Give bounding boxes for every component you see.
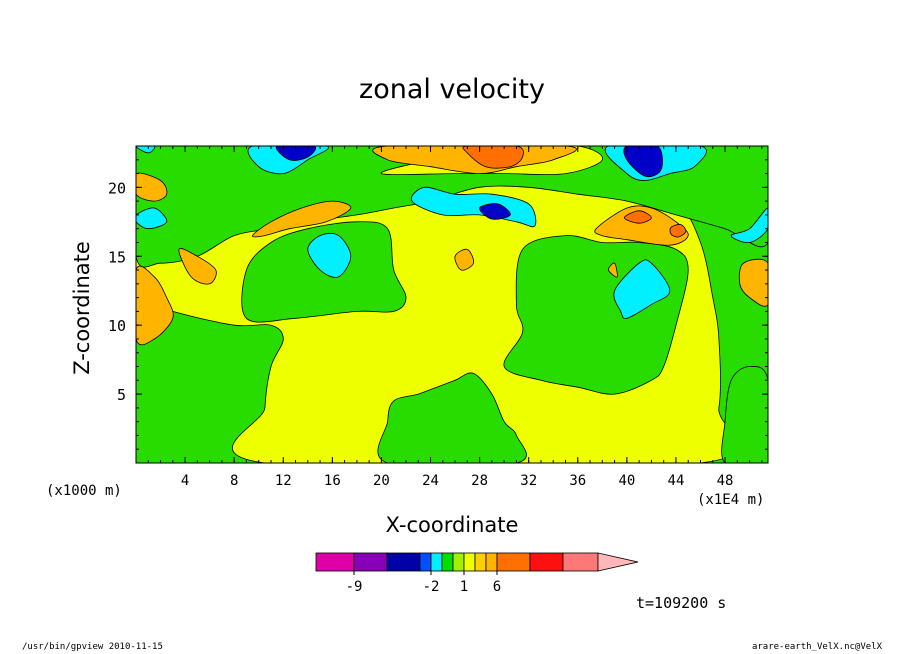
contour-region-negative [730,207,768,244]
contour-region-positive [136,265,174,346]
contour-region-positive [136,172,168,202]
x-tick-label: 28 [471,473,488,489]
colorbar-extend-triangle [597,552,639,572]
contour-region-negative [136,146,156,154]
y-tick-label: 10 [108,317,126,335]
x-tick-label: 44 [668,473,685,489]
contour-region-strong_positive [669,224,687,238]
footer-command: /usr/bin/gpview 2010-11-15 [22,642,163,652]
contour-region-positive [178,248,217,285]
x-tick-label: 20 [373,473,390,489]
colorbar-cell [452,552,465,572]
footer-source: arare-earth_VelX.nc@VelX [751,642,882,652]
contour-region-positive [252,200,352,238]
colorbar-cell [315,552,355,572]
contour-region-negative [136,207,168,230]
x-tick-label: 24 [422,473,439,489]
colorbar-cell [353,552,388,572]
time-label: t=109200 s [636,594,727,612]
colorbar-cell [463,552,476,572]
x-tick-label: 48 [717,473,734,489]
x-tick-label: 8 [230,473,238,489]
y-axis-label: Z-coordinate [70,241,94,375]
colorbar: -9 -2 1 6 [315,552,639,595]
contour-region-strong_negative [623,146,663,178]
x-axis-label: X-coordinate [385,513,519,537]
contour-regions [136,146,768,463]
contour-region-strong_positive [623,210,652,224]
contour-region-background [377,372,527,463]
contour-region-positive [454,248,475,271]
y-tick-label: 20 [108,179,126,197]
contour-region-negative [307,233,352,278]
y-tick-label: 5 [117,386,126,404]
colorbar-tick-label: -9 [346,579,363,595]
x-tick-label: 12 [275,473,292,489]
x-tick-label: 32 [520,473,537,489]
colorbar-tick-label: 6 [493,579,501,595]
contour-region-background [721,365,768,463]
colorbar-cell [386,552,421,572]
contour-region-background [503,235,689,395]
colorbar-cell [529,552,564,572]
colorbar-cell [496,552,531,572]
chart-title: zonal velocity [359,74,545,105]
colorbar-tick-label: -2 [423,579,440,595]
contour-region-positive [594,205,689,246]
colorbar-cell [419,552,432,572]
x-tick-label: 40 [618,473,635,489]
x-unit-label: (x1E4 m) [697,492,765,508]
contour-region-strong_positive [462,146,524,169]
y-tick-label: 15 [108,248,126,266]
contour-region-negative [613,259,671,319]
y-unit-label: (x1000 m) [46,483,122,499]
colorbar-cell [441,552,454,572]
contour-region-strong_negative [275,146,317,161]
plot-frame [135,145,769,464]
colorbar-cell [474,552,487,572]
x-tick-label: 36 [569,473,586,489]
contour-region-background [136,146,768,268]
contour-region-positive [608,262,618,278]
colorbar-cell [430,552,443,572]
contour-region-positive [738,258,768,307]
colorbar-cell [485,552,498,572]
x-tick-label: 16 [324,473,341,489]
colorbar-tick-label: 1 [460,579,468,595]
colorbar-cell [562,552,599,572]
contour-region-strong_negative [479,203,511,220]
x-tick-label: 4 [181,473,189,489]
